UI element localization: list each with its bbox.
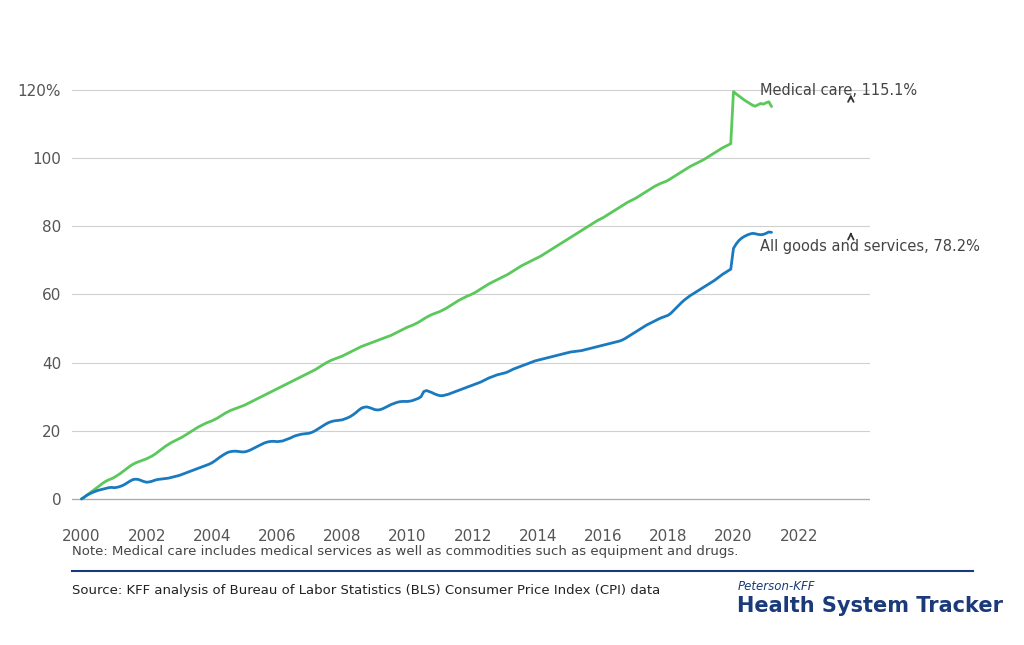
Text: Peterson-KFF: Peterson-KFF bbox=[737, 580, 815, 593]
Text: Medical care, 115.1%: Medical care, 115.1% bbox=[760, 83, 916, 98]
Text: Health System Tracker: Health System Tracker bbox=[737, 596, 1004, 616]
Text: Note: Medical care includes medical services as well as commodities such as equi: Note: Medical care includes medical serv… bbox=[72, 545, 738, 558]
Text: Source: KFF analysis of Bureau of Labor Statistics (BLS) Consumer Price Index (C: Source: KFF analysis of Bureau of Labor … bbox=[72, 584, 659, 597]
Text: All goods and services, 78.2%: All goods and services, 78.2% bbox=[760, 239, 979, 254]
